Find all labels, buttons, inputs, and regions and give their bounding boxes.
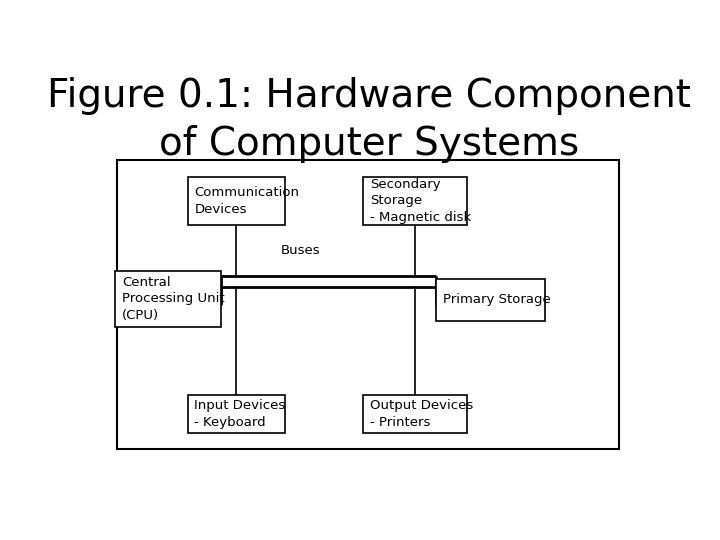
Text: Output Devices
- Printers: Output Devices - Printers [370,399,473,429]
Text: Central
Processing Unit
(CPU): Central Processing Unit (CPU) [122,276,225,322]
Text: Primary Storage: Primary Storage [443,293,550,306]
Text: Communication
Devices: Communication Devices [194,186,300,215]
Text: Input Devices
- Keyboard: Input Devices - Keyboard [194,399,286,429]
Bar [364,395,467,433]
Bar [188,177,285,225]
Text: Figure 0.1: Hardware Component: Figure 0.1: Hardware Component [47,77,691,115]
Bar [436,279,545,321]
Text: of Computer Systems: of Computer Systems [159,125,579,163]
Text: Buses: Buses [281,244,320,257]
Text: Secondary
Storage
- Magnetic disk: Secondary Storage - Magnetic disk [370,178,472,224]
Bar [364,177,467,225]
Bar [115,271,221,327]
Bar [188,395,285,433]
Bar [117,160,619,449]
